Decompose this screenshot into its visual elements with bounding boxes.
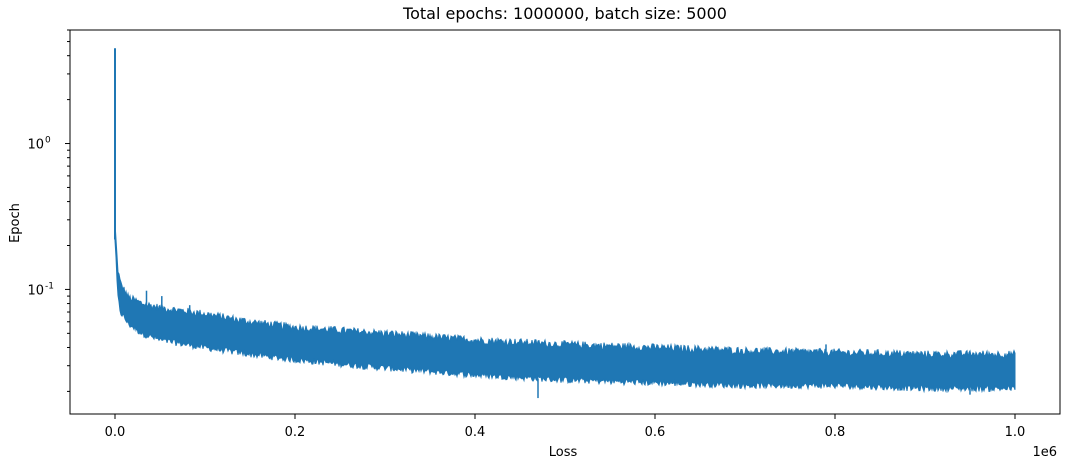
- y-tick-label: 10: [27, 138, 44, 153]
- x-tick-label: 0.6: [645, 425, 666, 440]
- chart-title: Total epochs: 1000000, batch size: 5000: [402, 4, 727, 23]
- x-tick-label: 0.8: [825, 425, 846, 440]
- y-tick-exponent: -1: [45, 281, 54, 291]
- x-offset-label: 1e6: [1032, 445, 1057, 460]
- plot-frame: [69, 29, 1061, 415]
- x-tick-label: 1.0: [1005, 425, 1026, 440]
- x-axis: 0.0 0.2 0.4 0.6 0.8 1.0: [105, 414, 1026, 440]
- x-tick-label: 0.2: [285, 425, 306, 440]
- x-tick-label: 0.0: [105, 425, 126, 440]
- y-tick-label: 10: [27, 283, 44, 298]
- x-axis-label: Loss: [549, 445, 578, 460]
- y-axis-label: Epoch: [8, 203, 23, 243]
- y-tick-exponent: 0: [45, 136, 51, 146]
- plot-area: [114, 48, 1016, 399]
- loss-series: [114, 48, 1016, 399]
- loss-band: [114, 222, 1016, 394]
- x-tick-label: 0.4: [465, 425, 486, 440]
